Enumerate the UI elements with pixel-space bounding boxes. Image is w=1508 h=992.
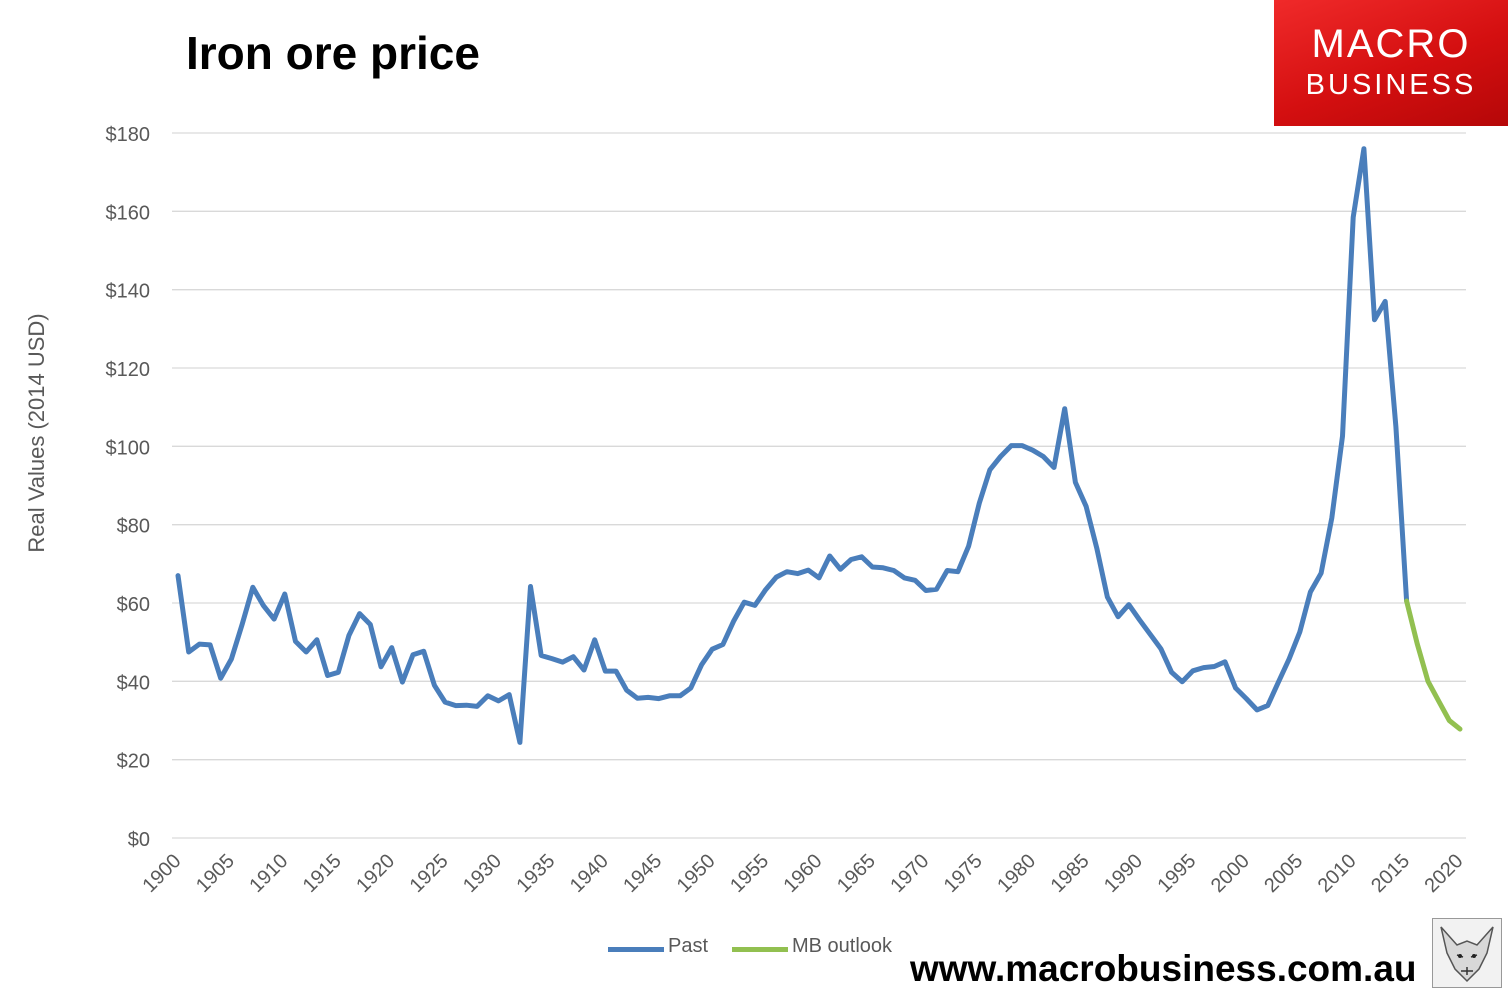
- x-tick-label: 1930: [459, 850, 506, 897]
- y-tick-label: $0: [128, 829, 150, 851]
- x-tick-label: 1940: [566, 850, 613, 897]
- x-tick-label: 1965: [833, 850, 880, 897]
- legend-label-past: Past: [668, 935, 709, 957]
- y-tick-label: $80: [117, 516, 150, 538]
- x-tick-label: 1900: [139, 850, 186, 897]
- y-tick-label: $100: [106, 437, 151, 459]
- x-tick-label: 1920: [352, 850, 399, 897]
- x-tick-label: 1985: [1047, 850, 1094, 897]
- chart-title: Iron ore price: [186, 27, 480, 79]
- x-tick-label: 2020: [1421, 850, 1468, 897]
- x-tick-label: 1945: [619, 850, 666, 897]
- y-tick-labels: $0 $20 $40 $60 $80 $100 $120 $140 $160 $180: [106, 124, 151, 851]
- x-tick-label: 1905: [192, 850, 239, 897]
- legend-swatch-outlook: [732, 947, 788, 952]
- y-tick-label: $40: [117, 672, 150, 694]
- y-tick-label: $140: [106, 281, 151, 303]
- logo-line-macro: MACRO: [1311, 22, 1471, 66]
- y-tick-label: $60: [117, 594, 150, 616]
- legend-label-outlook: MB outlook: [792, 935, 893, 957]
- website-url: www.macrobusiness.com.au: [910, 948, 1417, 989]
- x-tick-label: 1955: [726, 850, 773, 897]
- x-tick-label: 2005: [1260, 850, 1307, 897]
- y-tick-label: $120: [106, 359, 151, 381]
- series-lines: [175, 146, 1463, 745]
- x-tick-label: 2015: [1367, 850, 1414, 897]
- fox-sketch-icon: [1432, 918, 1502, 988]
- y-axis-label: Real Values (2014 USD): [24, 313, 49, 552]
- series-line-past: [175, 146, 1410, 745]
- x-tick-label: 1960: [780, 850, 827, 897]
- x-tick-label: 1910: [245, 850, 292, 897]
- x-tick-label: 1935: [512, 850, 559, 897]
- y-tick-label: $160: [106, 202, 151, 224]
- y-tick-label: $180: [106, 124, 151, 146]
- y-tick-label: $20: [117, 751, 150, 773]
- x-tick-label: 1975: [940, 850, 987, 897]
- x-tick-label: 1925: [406, 850, 453, 897]
- x-tick-labels: 1900 1905 1910 1915 1920 1925 1930 1935 1940 1945…: [139, 850, 1468, 897]
- gridlines: [172, 132, 1466, 839]
- x-tick-label: 1990: [1100, 850, 1147, 897]
- logo-line-business: BUSINESS: [1305, 69, 1477, 101]
- x-tick-label: 2000: [1207, 850, 1254, 897]
- x-tick-label: 1995: [1153, 850, 1200, 897]
- macrobusiness-logo: MACRO BUSINESS: [1274, 0, 1508, 126]
- series-line-mb-outlook: [1404, 598, 1463, 732]
- x-tick-label: 1980: [993, 850, 1040, 897]
- x-tick-label: 1915: [299, 850, 346, 897]
- x-tick-label: 2010: [1314, 850, 1361, 897]
- x-tick-label: 1970: [886, 850, 933, 897]
- legend-swatch-past: [608, 947, 664, 952]
- x-tick-label: 1950: [673, 850, 720, 897]
